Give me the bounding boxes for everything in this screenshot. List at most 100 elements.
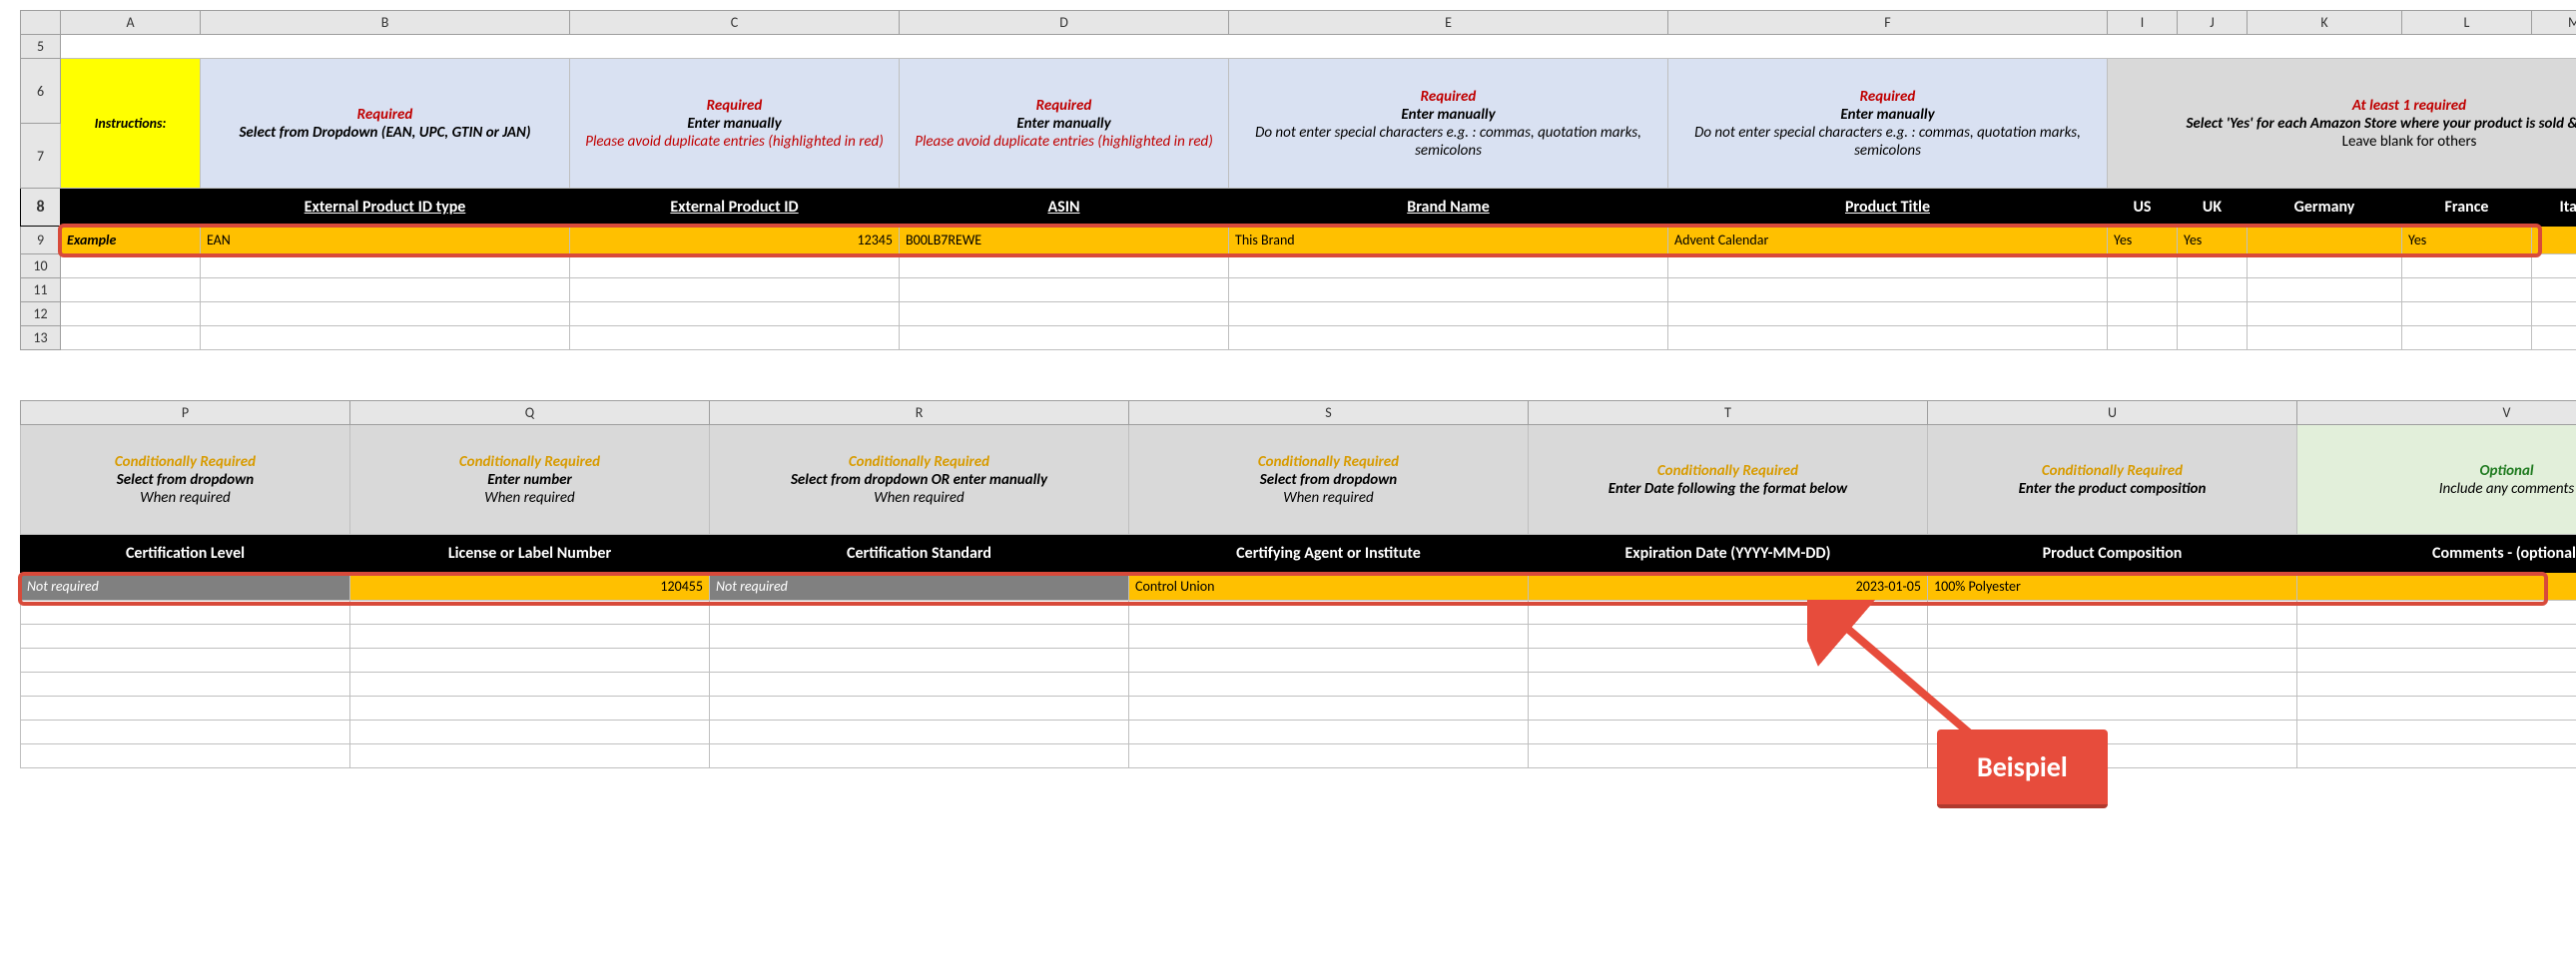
cell[interactable] (2248, 227, 2402, 254)
header-col-t[interactable]: Conditionally Required Enter Date follow… (1529, 425, 1928, 535)
cell[interactable] (21, 601, 350, 625)
cell[interactable] (61, 278, 201, 302)
cell[interactable] (21, 697, 350, 721)
cell[interactable] (2108, 278, 2178, 302)
cell[interactable] (61, 326, 201, 350)
col-letter[interactable]: R (710, 401, 1129, 425)
cell[interactable] (900, 302, 1229, 326)
sheet-table-2[interactable]: P Q R S T U V Conditionally Required Sel… (20, 400, 2576, 768)
col-header[interactable]: License or Label Number (350, 535, 710, 573)
cell[interactable] (1129, 673, 1529, 697)
cell[interactable] (1529, 601, 1928, 625)
col-letter[interactable]: V (2297, 401, 2576, 425)
col-letter[interactable]: F (1668, 11, 2108, 35)
cell[interactable] (1529, 721, 1928, 744)
cell[interactable] (1529, 649, 1928, 673)
cell[interactable] (2297, 673, 2576, 697)
cell[interactable] (21, 649, 350, 673)
col-header[interactable]: Certifying Agent or Institute (1129, 535, 1529, 573)
cell[interactable] (350, 673, 710, 697)
header-col-f[interactable]: Required Enter manually Do not enter spe… (1668, 59, 2108, 189)
header-col-q[interactable]: Conditionally Required Enter number When… (350, 425, 710, 535)
cell[interactable] (710, 649, 1129, 673)
cell[interactable] (2402, 326, 2532, 350)
cell[interactable] (1129, 744, 1529, 768)
cell[interactable] (2108, 326, 2178, 350)
cell[interactable]: 120455 (350, 573, 710, 601)
cell[interactable] (900, 278, 1229, 302)
header-col-b[interactable]: Required Select from Dropdown (EAN, UPC,… (201, 59, 570, 189)
col-header[interactable]: Product Composition (1928, 535, 2297, 573)
col-header[interactable]: External Product ID (570, 189, 900, 227)
cell[interactable]: B00LB7REWE (900, 227, 1229, 254)
header-col-p[interactable]: Conditionally Required Select from dropd… (21, 425, 350, 535)
cell[interactable]: 2023-01-05 (1529, 573, 1928, 601)
row-number[interactable]: 13 (21, 326, 61, 350)
cell[interactable] (2402, 302, 2532, 326)
cell[interactable] (61, 254, 201, 278)
col-header[interactable]: France (2402, 189, 2532, 227)
cell[interactable] (2532, 254, 2576, 278)
cell[interactable] (1928, 673, 2297, 697)
row-number[interactable]: 9 (21, 227, 61, 254)
cell[interactable] (61, 189, 201, 227)
cell[interactable] (1928, 625, 2297, 649)
row-number[interactable]: 12 (21, 302, 61, 326)
cell[interactable] (2297, 744, 2576, 768)
col-letter[interactable]: U (1928, 401, 2297, 425)
header-col-d[interactable]: Required Enter manually Please avoid dup… (900, 59, 1229, 189)
cell[interactable] (710, 744, 1129, 768)
cell[interactable]: Yes (2178, 227, 2248, 254)
cell[interactable] (2297, 625, 2576, 649)
cell[interactable] (570, 254, 900, 278)
cell[interactable] (2108, 254, 2178, 278)
cell[interactable] (1229, 254, 1668, 278)
cell[interactable] (1129, 625, 1529, 649)
cell[interactable] (1928, 697, 2297, 721)
col-header[interactable]: ASIN (900, 189, 1229, 227)
example-label-cell[interactable]: Example (61, 227, 201, 254)
cell[interactable]: Yes (2108, 227, 2178, 254)
cell[interactable] (710, 697, 1129, 721)
row-number[interactable]: 7 (21, 124, 61, 189)
cell[interactable] (1529, 697, 1928, 721)
col-header[interactable]: Product Title (1668, 189, 2108, 227)
cell[interactable] (2532, 326, 2576, 350)
cell[interactable] (1668, 302, 2108, 326)
row-number[interactable]: 8 (21, 189, 61, 227)
cell[interactable] (350, 649, 710, 673)
row-number[interactable]: 10 (21, 254, 61, 278)
cell[interactable] (2248, 326, 2402, 350)
cell[interactable] (2532, 302, 2576, 326)
row-number[interactable]: 6 (21, 59, 61, 124)
cell[interactable] (2297, 721, 2576, 744)
cell[interactable] (1529, 744, 1928, 768)
cell[interactable] (1129, 697, 1529, 721)
col-header[interactable]: External Product ID type (201, 189, 570, 227)
col-letter[interactable]: E (1229, 11, 1668, 35)
cell[interactable] (350, 744, 710, 768)
cell[interactable] (900, 254, 1229, 278)
cell[interactable] (1529, 673, 1928, 697)
cell[interactable] (21, 744, 350, 768)
cell[interactable] (2297, 697, 2576, 721)
cell[interactable] (1668, 278, 2108, 302)
cell[interactable] (2248, 302, 2402, 326)
cell[interactable] (1928, 649, 2297, 673)
cell[interactable] (1129, 721, 1529, 744)
cell[interactable]: Not required (21, 573, 350, 601)
col-header[interactable]: Expiration Date (YYYY-MM-DD) (1529, 535, 1928, 573)
cell[interactable] (1129, 601, 1529, 625)
cell[interactable] (61, 35, 2576, 59)
col-header[interactable]: Comments - (optional) (2297, 535, 2576, 573)
cell[interactable] (350, 721, 710, 744)
cell[interactable] (350, 697, 710, 721)
cell[interactable] (2178, 326, 2248, 350)
cell[interactable] (21, 625, 350, 649)
cell[interactable] (2402, 254, 2532, 278)
cell[interactable] (21, 673, 350, 697)
cell[interactable] (350, 625, 710, 649)
col-header[interactable]: UK (2178, 189, 2248, 227)
cell[interactable] (61, 302, 201, 326)
cell[interactable] (2178, 302, 2248, 326)
